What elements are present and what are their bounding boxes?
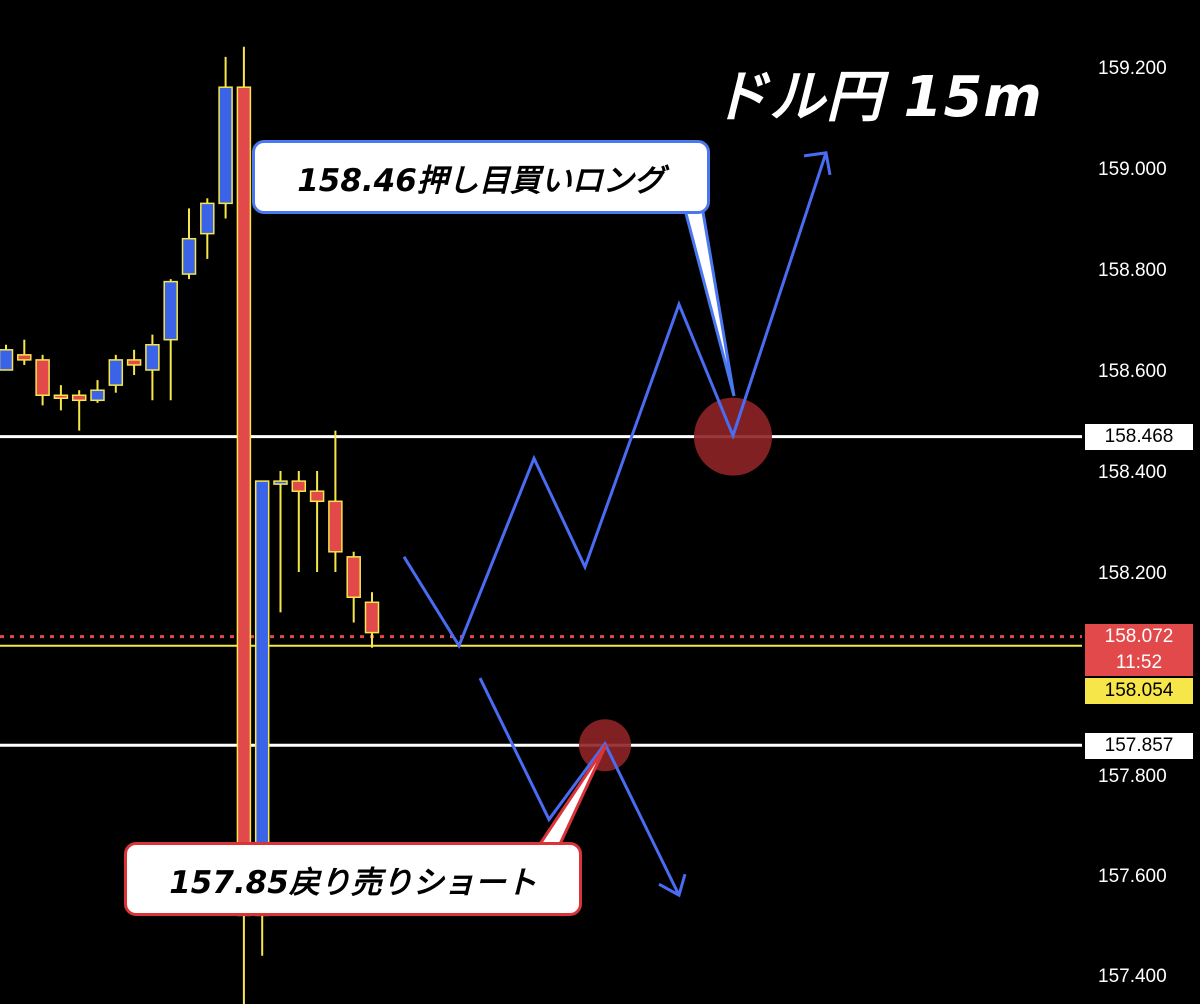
bearish-candle	[126, 359, 142, 366]
chart-title: ドル円 15m	[712, 65, 1043, 130]
y-tick-label: 158.600	[1098, 361, 1167, 382]
short-arrowhead	[658, 873, 687, 898]
long-callout-tail	[682, 204, 736, 397]
bearish-candle	[236, 86, 252, 917]
long-entry-callout: 158.46押し目買いロング	[252, 140, 710, 214]
y-tick-label: 159.000	[1098, 159, 1167, 180]
yellow-level-price-label: 158.054	[1085, 678, 1193, 704]
long-arrowhead	[803, 151, 832, 176]
y-tick-label: 157.800	[1098, 766, 1167, 787]
y-tick-label: 157.600	[1098, 866, 1167, 887]
short-scenario-path	[478, 677, 681, 896]
bullish-candle	[0, 349, 14, 371]
y-tick-label: 158.200	[1098, 563, 1167, 584]
y-tick-label: 159.200	[1098, 58, 1167, 79]
bearish-candle	[53, 394, 69, 399]
bearish-candle	[71, 394, 87, 402]
y-tick-label: 157.400	[1098, 966, 1167, 987]
bullish-candle	[218, 86, 233, 205]
short-level-price-label: 157.857	[1085, 733, 1193, 759]
bearish-candle	[35, 359, 50, 396]
bearish-candle	[291, 480, 307, 492]
bullish-candle	[90, 389, 105, 402]
bullish-candle	[163, 280, 178, 341]
candle-countdown-label: 11:52	[1085, 650, 1193, 676]
long-level-price-label: 158.468	[1085, 424, 1193, 450]
y-tick-label: 158.800	[1098, 260, 1167, 281]
bearish-candle	[17, 354, 32, 361]
bullish-candle	[145, 344, 160, 371]
y-tick-label: 158.400	[1098, 462, 1167, 483]
bullish-candle	[181, 237, 197, 275]
short-callout-tail	[537, 744, 608, 846]
bullish-candle	[200, 202, 215, 235]
current-price-label: 158.072	[1085, 624, 1193, 650]
bearish-candle	[309, 490, 325, 503]
bearish-candle	[346, 556, 361, 598]
bearish-candle	[364, 601, 380, 634]
bearish-candle	[328, 500, 343, 553]
bullish-candle	[108, 359, 124, 386]
long-scenario-path	[402, 152, 828, 650]
short-entry-callout: 157.85戻り売りショート	[124, 842, 582, 916]
bullish-candle	[273, 480, 288, 485]
